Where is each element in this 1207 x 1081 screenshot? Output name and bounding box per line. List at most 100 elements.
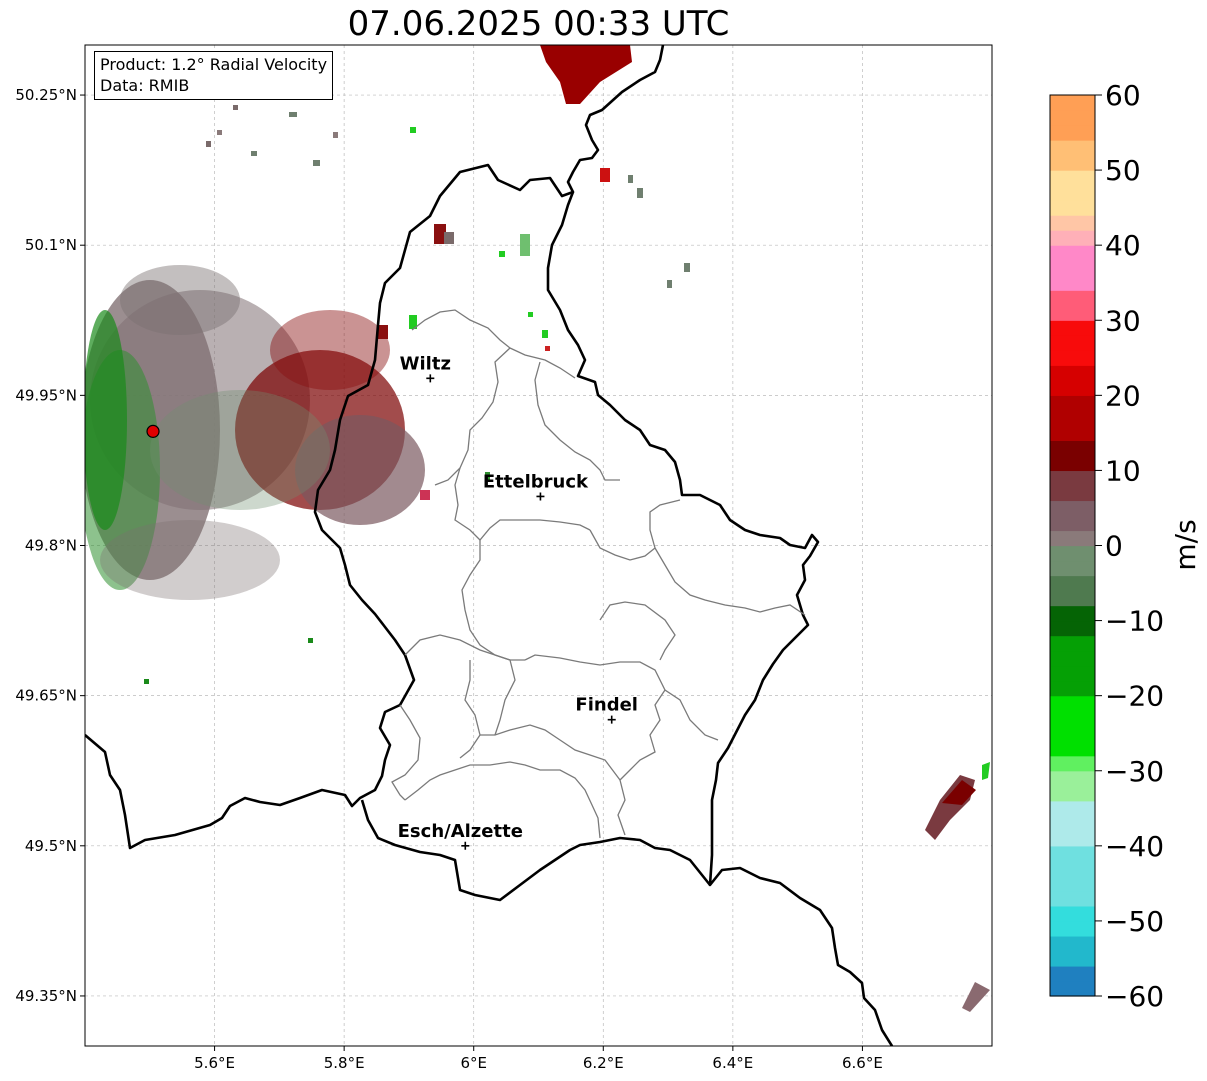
colorbar-segment	[1050, 245, 1095, 261]
colorbar-segment	[1050, 140, 1095, 156]
colorbar-segment	[1050, 380, 1095, 396]
colorbar-tick-label: 20	[1105, 379, 1141, 412]
colorbar-tick-label: −60	[1105, 980, 1164, 1013]
colorbar-segment	[1050, 815, 1095, 832]
colorbar-segment	[1050, 350, 1095, 366]
radar-map[interactable]: Wiltz Ettelbruck Findel Esch/Alzette 50.25°…	[0, 0, 1000, 1081]
colorbar-segment	[1050, 365, 1095, 381]
colorbar-segment	[1050, 800, 1095, 817]
colorbar-segment	[1050, 755, 1095, 772]
lat-tick-label: 49.65°N	[15, 687, 77, 705]
page-title: 07.06.2025 00:33 UTC	[347, 4, 730, 44]
colorbar-segment	[1050, 620, 1095, 637]
colorbar-ticks: 60 50 40 30 20 10 0 −10 −20 −30 −40 −50 −60	[1095, 80, 1164, 1013]
lon-tick-label: 5.6°E	[194, 1054, 235, 1072]
city-markers: Wiltz Ettelbruck Findel Esch/Alzette	[398, 353, 638, 850]
colorbar-segment	[1050, 890, 1095, 907]
colorbar-segment	[1050, 425, 1095, 441]
colorbar-segment	[1050, 230, 1095, 246]
colorbar-segment	[1050, 695, 1095, 712]
colorbar-segment	[1050, 515, 1095, 532]
colorbar-segment	[1050, 575, 1095, 592]
product-label: Product: 1.2° Radial Velocity	[100, 55, 328, 74]
colorbar-segment	[1050, 845, 1095, 862]
colorbar-segment	[1050, 785, 1095, 802]
colorbar-segment	[1050, 860, 1095, 877]
lat-tick-label: 49.95°N	[15, 386, 77, 404]
colorbar-segment	[1050, 320, 1095, 336]
colorbar-segment	[1050, 305, 1095, 321]
city-plus-icon	[607, 715, 616, 724]
country-borders	[85, 45, 894, 1046]
colorbar-segment	[1050, 725, 1095, 742]
colorbar-segment	[1050, 920, 1095, 937]
colorbar-tick-label: 60	[1105, 80, 1141, 112]
colorbar-segment	[1050, 410, 1095, 426]
colorbar-segment	[1050, 125, 1095, 141]
city-plus-icon	[536, 492, 545, 501]
colorbar-tick-label: 10	[1105, 454, 1141, 487]
city-marker: Findel	[575, 695, 638, 724]
colorbar-segment	[1050, 650, 1095, 667]
colorbar-segment	[1050, 635, 1095, 652]
colorbar-segment	[1050, 665, 1095, 682]
radar-site-marker	[146, 424, 160, 438]
colorbar-segment	[1050, 155, 1095, 171]
colorbar-color-blocks	[1050, 95, 1095, 997]
colorbar-segment	[1050, 95, 1095, 111]
colorbar-tick-label: −30	[1105, 755, 1164, 788]
colorbar-segment	[1050, 335, 1095, 351]
colorbar-segment	[1050, 215, 1095, 231]
lat-tick-label: 50.1°N	[25, 236, 77, 254]
city-plus-icon	[461, 841, 470, 850]
colorbar-segment	[1050, 545, 1095, 562]
colorbar-segment	[1050, 530, 1095, 547]
city-label: Findel	[575, 695, 638, 716]
colorbar-segment	[1050, 710, 1095, 727]
colorbar-segment	[1050, 740, 1095, 757]
colorbar-segment	[1050, 470, 1095, 487]
colorbar-segment	[1050, 965, 1095, 982]
colorbar-segment	[1050, 455, 1095, 472]
colorbar-segment	[1050, 680, 1095, 697]
lon-tick-label: 6.6°E	[842, 1054, 883, 1072]
lat-tick-label: 50.25°N	[15, 86, 77, 104]
colorbar-segment	[1050, 605, 1095, 622]
colorbar-tick-label: −20	[1105, 680, 1164, 713]
city-label: Ettelbruck	[483, 471, 589, 492]
lon-tick-label: 6°E	[460, 1054, 487, 1072]
colorbar-segment	[1050, 110, 1095, 126]
colorbar-segment	[1050, 935, 1095, 952]
radar-echo-north	[540, 45, 632, 104]
colorbar-tick-label: 30	[1105, 304, 1141, 337]
axis-ticks: 50.25°N 50.1°N 49.95°N 49.8°N 49.65°N 49.5°N 4…	[15, 86, 883, 1072]
colorbar-segment	[1050, 440, 1095, 456]
colorbar-segment	[1050, 905, 1095, 922]
velocity-colorbar: 60 50 40 30 20 10 0 −10 −20 −30 −40 −50 −60 m/s	[1049, 80, 1202, 1013]
city-marker: Wiltz	[400, 353, 451, 383]
colorbar-segment	[1050, 395, 1095, 411]
map-frame	[84, 44, 993, 1047]
colorbar-segment	[1050, 500, 1095, 517]
lon-tick-label: 6.4°E	[712, 1054, 753, 1072]
colorbar-segment	[1050, 275, 1095, 291]
colorbar-tick-label: −40	[1105, 830, 1164, 863]
colorbar-segment	[1050, 170, 1095, 186]
lon-tick-label: 6.2°E	[583, 1054, 624, 1072]
colorbar-segment	[1050, 770, 1095, 787]
colorbar-tick-label: −10	[1105, 605, 1164, 638]
city-label: Esch/Alzette	[398, 821, 523, 842]
colorbar-segment	[1050, 590, 1095, 607]
radar-echo-southeast	[925, 762, 990, 1012]
colorbar-tick-label: 40	[1105, 229, 1141, 262]
lat-tick-label: 49.5°N	[25, 837, 77, 855]
colorbar-segment	[1050, 290, 1095, 306]
colorbar-segment	[1050, 980, 1095, 997]
colorbar-tick-label: 50	[1105, 154, 1141, 187]
data-source-label: Data: RMIB	[100, 76, 190, 95]
colorbar-segment	[1050, 260, 1095, 276]
product-info-box: Product: 1.2° Radial Velocity Data: RMIB	[94, 51, 334, 100]
colorbar-segment	[1050, 830, 1095, 847]
colorbar-tick-label: −50	[1105, 905, 1164, 938]
radar-echo-scatter	[144, 105, 690, 684]
